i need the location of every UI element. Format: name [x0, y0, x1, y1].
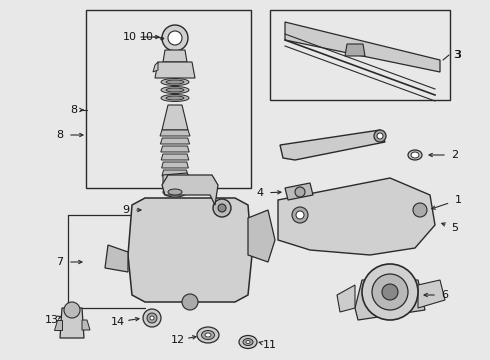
- Ellipse shape: [161, 94, 189, 102]
- Circle shape: [362, 264, 418, 320]
- Text: 1: 1: [455, 195, 462, 205]
- Polygon shape: [82, 320, 90, 330]
- Text: 6: 6: [441, 290, 448, 300]
- Polygon shape: [160, 138, 190, 144]
- Circle shape: [150, 316, 154, 320]
- Polygon shape: [285, 22, 440, 72]
- Circle shape: [374, 130, 386, 142]
- Polygon shape: [162, 162, 188, 168]
- Text: 3: 3: [455, 50, 462, 60]
- Circle shape: [382, 284, 398, 300]
- Polygon shape: [278, 178, 435, 255]
- Circle shape: [168, 31, 182, 45]
- Polygon shape: [162, 175, 218, 205]
- Text: 8: 8: [71, 105, 77, 115]
- Text: 7: 7: [56, 257, 64, 267]
- Polygon shape: [128, 198, 252, 302]
- Circle shape: [218, 204, 226, 212]
- Text: 5: 5: [451, 223, 459, 233]
- Ellipse shape: [205, 333, 211, 337]
- Circle shape: [147, 313, 157, 323]
- Text: 13: 13: [45, 315, 59, 325]
- Circle shape: [143, 309, 161, 327]
- Polygon shape: [153, 62, 158, 72]
- Text: 14: 14: [111, 317, 125, 327]
- Text: 11: 11: [263, 340, 277, 350]
- Ellipse shape: [161, 78, 189, 85]
- Polygon shape: [160, 130, 190, 136]
- Polygon shape: [155, 62, 195, 78]
- Ellipse shape: [166, 88, 184, 92]
- Circle shape: [372, 274, 408, 310]
- Text: 10: 10: [140, 32, 154, 42]
- Polygon shape: [162, 105, 188, 130]
- Polygon shape: [163, 173, 195, 192]
- Circle shape: [64, 302, 80, 318]
- Circle shape: [182, 294, 198, 310]
- Bar: [270, 10, 450, 100]
- Polygon shape: [161, 154, 189, 160]
- Text: 3: 3: [454, 50, 461, 60]
- Ellipse shape: [201, 330, 215, 339]
- Circle shape: [413, 203, 427, 217]
- Polygon shape: [280, 130, 385, 160]
- Ellipse shape: [197, 327, 219, 343]
- Ellipse shape: [166, 80, 184, 84]
- Ellipse shape: [168, 189, 182, 195]
- Ellipse shape: [166, 96, 184, 100]
- Polygon shape: [161, 146, 189, 152]
- Circle shape: [292, 207, 308, 223]
- Polygon shape: [60, 308, 84, 338]
- Ellipse shape: [161, 86, 189, 94]
- Polygon shape: [54, 320, 62, 330]
- Polygon shape: [337, 285, 355, 312]
- Circle shape: [162, 25, 188, 51]
- Text: 10: 10: [123, 32, 137, 42]
- Circle shape: [377, 133, 383, 139]
- Bar: [86, 10, 251, 188]
- Ellipse shape: [408, 150, 422, 160]
- Polygon shape: [345, 44, 365, 56]
- Polygon shape: [285, 183, 313, 200]
- Text: 9: 9: [122, 205, 129, 215]
- Text: 12: 12: [171, 335, 185, 345]
- Circle shape: [295, 187, 305, 197]
- Ellipse shape: [246, 341, 250, 343]
- Circle shape: [213, 199, 231, 217]
- Text: 4: 4: [256, 188, 264, 198]
- Text: 8: 8: [56, 130, 64, 140]
- Ellipse shape: [163, 187, 187, 197]
- Polygon shape: [248, 210, 275, 262]
- Polygon shape: [163, 50, 187, 62]
- Ellipse shape: [243, 338, 253, 346]
- Polygon shape: [418, 280, 445, 308]
- Text: 2: 2: [451, 150, 459, 160]
- Polygon shape: [162, 170, 188, 176]
- Polygon shape: [355, 280, 425, 320]
- Polygon shape: [105, 245, 128, 272]
- Circle shape: [296, 211, 304, 219]
- Ellipse shape: [239, 336, 257, 348]
- Ellipse shape: [411, 152, 419, 158]
